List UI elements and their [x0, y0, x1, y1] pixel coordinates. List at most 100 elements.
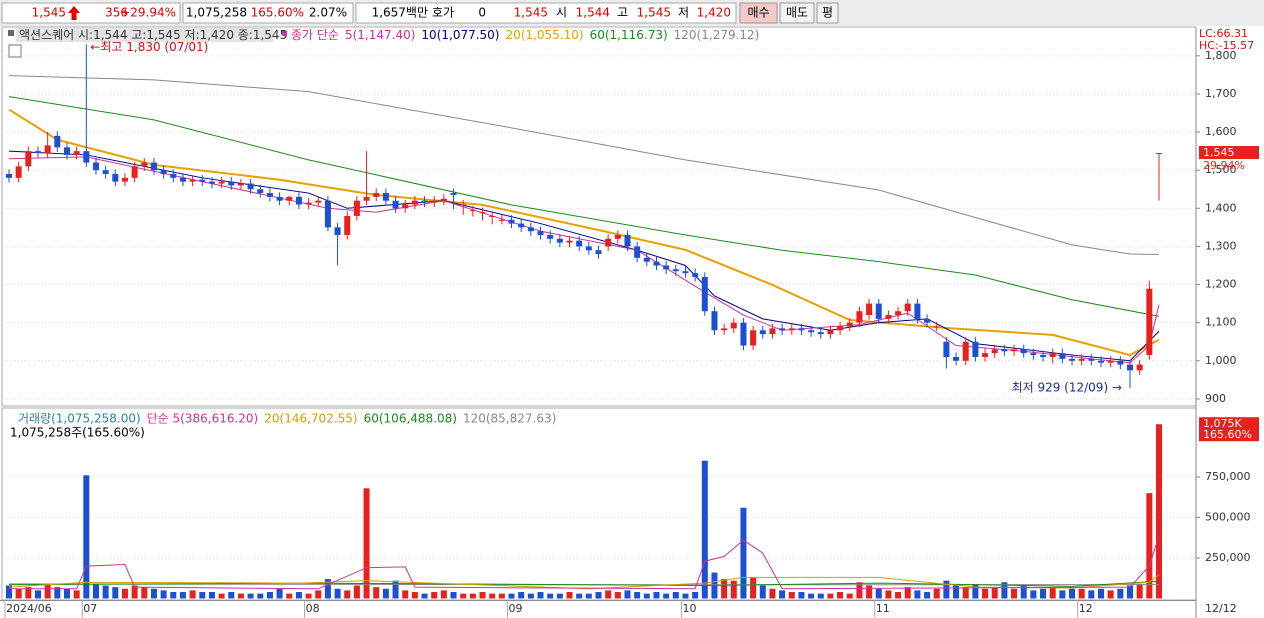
volume-bar [6, 585, 12, 599]
volume-bar [576, 593, 583, 599]
candle-body [614, 234, 621, 239]
legend-entry: 종가 단순 [291, 28, 339, 42]
volume-bar [131, 585, 138, 599]
candle-body [1049, 353, 1056, 357]
candle-body [962, 341, 969, 361]
candle-body [1078, 358, 1085, 361]
low: 1,420 [697, 6, 731, 20]
legend-entry: 5(1,147.40) [345, 28, 415, 42]
candle-body [353, 200, 360, 216]
sell-button-label[interactable]: 매도 [786, 6, 808, 20]
volume-bar [605, 590, 612, 599]
volume-bar [682, 593, 689, 599]
volume-bar [421, 593, 428, 599]
candle-body [25, 151, 32, 167]
moving-average-line [8, 96, 1160, 317]
volume-bar [431, 592, 438, 599]
volume-bar [189, 590, 196, 599]
volume-bar [585, 593, 592, 599]
volume-bar [933, 588, 940, 599]
last-volume-label: 1,075K [1203, 417, 1242, 430]
title-background [16, 28, 273, 42]
buy-button-label[interactable]: 매수 [747, 6, 769, 20]
volume-bar [1127, 585, 1134, 599]
volume-bar [943, 580, 950, 599]
volume-bar [1107, 590, 1114, 599]
volume-bar [237, 593, 244, 599]
candle-body [63, 147, 70, 155]
legend-entry: 60(1,116.73) [590, 28, 668, 42]
volume-bar [856, 582, 863, 599]
volume-bar [392, 580, 399, 599]
volume-bar [779, 590, 786, 599]
candle-body [160, 170, 167, 174]
candle-body [469, 210, 476, 212]
x-tick-label: 07 [83, 602, 97, 615]
volume-bar [344, 590, 351, 599]
candle-body [788, 328, 795, 331]
volume-bar [885, 590, 892, 599]
candle-body [701, 276, 708, 312]
y-tick-label: 1,600 [1205, 125, 1237, 138]
up-arrow [68, 6, 80, 20]
candle-body [527, 227, 534, 232]
y-tick-label: 1,000 [1205, 354, 1237, 367]
candle-body [1088, 358, 1095, 361]
candle-body [1098, 360, 1105, 363]
y-tick-label: 1,400 [1205, 201, 1237, 214]
moving-average-line [8, 75, 1160, 255]
volume-bar [25, 587, 32, 599]
volume-panel [1, 407, 1197, 601]
legend-entry: 60(106,488.08) [364, 412, 457, 426]
price: 1,545 [32, 6, 66, 20]
volume-bar [141, 587, 148, 599]
candle-body [1127, 364, 1134, 371]
volume-bar [634, 592, 641, 599]
volume-bar [276, 588, 283, 599]
volume-bar [460, 593, 467, 599]
candle-body [218, 181, 225, 184]
volume-bar [527, 593, 534, 599]
candle-body [1069, 358, 1076, 361]
candle-body [759, 330, 766, 335]
candle-body [295, 196, 302, 205]
open: 1,544 [576, 6, 610, 20]
volume-bar [218, 593, 225, 599]
candle-body [150, 162, 157, 171]
candle-body [895, 311, 902, 316]
volume-bar [121, 588, 128, 599]
y-tick-label: 750,000 [1205, 470, 1251, 483]
candle-body [276, 196, 283, 201]
candle-body [1030, 353, 1037, 356]
volume-bar [315, 590, 322, 599]
avg-button-label[interactable]: 평 [822, 6, 833, 20]
candle-body [537, 231, 544, 235]
volume-bar [170, 592, 177, 599]
y-tick-label: 1,700 [1205, 87, 1237, 100]
buy-button[interactable] [739, 2, 778, 24]
chart-title: 액션스퀘어 시:1,544 고:1,545 저:1,420 종:1,545 [19, 28, 287, 42]
volume-bar [808, 593, 815, 599]
volume-bar [1001, 582, 1008, 599]
change: 356 [105, 6, 128, 20]
candle-body [808, 330, 815, 333]
candle-body [363, 196, 370, 201]
volume-bar [450, 592, 457, 599]
volume-bar [1117, 588, 1124, 599]
volume-bar [266, 592, 273, 599]
candle-body [827, 330, 834, 335]
avg-button[interactable] [816, 2, 839, 24]
sell-button[interactable] [779, 2, 815, 24]
candle-body [904, 303, 911, 312]
volume-bar [334, 588, 341, 599]
y-tick-label: 1,100 [1205, 316, 1237, 329]
legend-icon [282, 31, 287, 36]
legend-entry: 120(85,827.63) [463, 412, 556, 426]
price-box [1, 2, 181, 24]
volume-bar [34, 590, 41, 599]
volume-bar [54, 587, 61, 599]
turnover-rate: 2.07% [309, 6, 347, 20]
volume-bar [962, 587, 969, 599]
